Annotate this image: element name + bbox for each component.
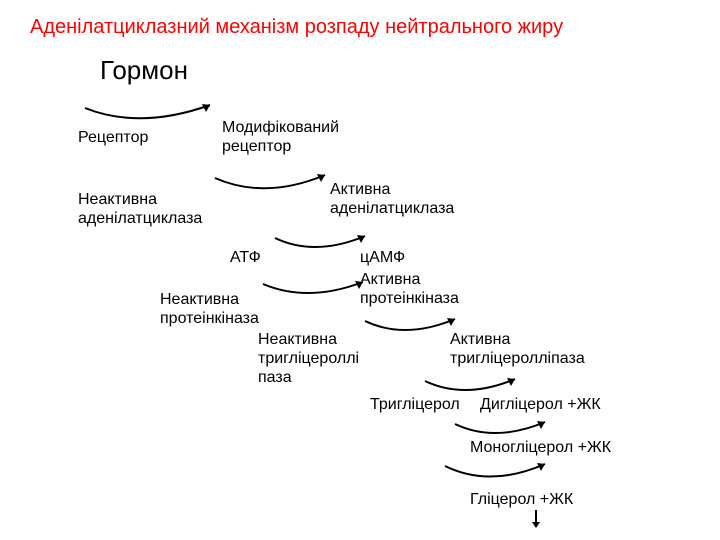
arrow-hormone — [80, 100, 220, 130]
hormone-label: Гормон — [100, 55, 188, 86]
arrow-monogly — [440, 460, 550, 488]
arrow-pk — [360, 315, 460, 340]
arrow-ac — [270, 232, 370, 257]
inactive-pk-label: Неактивна протеінкіназа — [160, 290, 259, 328]
arrow-tgl — [420, 375, 520, 400]
page-title: Аденілатциклазний механізм розпаду нейтр… — [30, 16, 563, 39]
atp-label: АТФ — [230, 248, 261, 267]
receptor-label: Рецептор — [78, 128, 148, 147]
arrow-down-final — [530, 510, 542, 532]
arrow-camp — [258, 278, 368, 303]
mod-receptor-label: Модифікований рецептор — [222, 118, 339, 156]
active-ac-label: Активна аденілатциклаза — [330, 180, 454, 218]
glycerol-label: Гліцерол +ЖК — [470, 490, 573, 509]
active-tgl-label: Активна тригліцеролліпаза — [450, 330, 585, 368]
inactive-ac-label: Неактивна аденілатциклаза — [78, 190, 202, 228]
arrow-receptor — [210, 170, 330, 200]
inactive-tgl-label: Неактивна тригліцероллі паза — [258, 330, 359, 388]
active-pk-label: Активна протеінкіназа — [360, 270, 459, 308]
arrow-digly — [450, 418, 550, 443]
